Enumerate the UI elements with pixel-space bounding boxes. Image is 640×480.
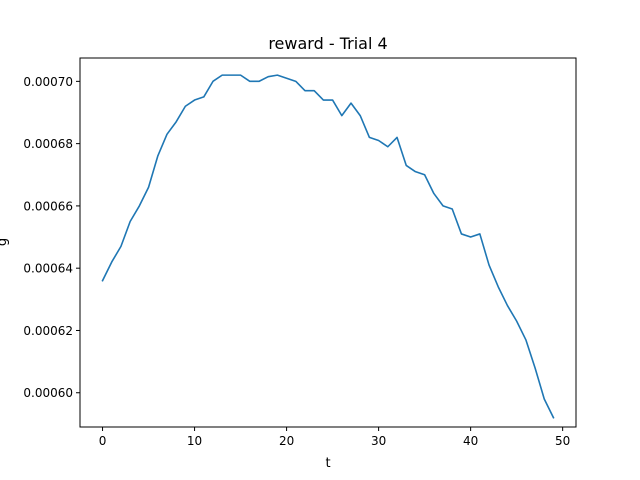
series-line-group [101,74,555,419]
chart-title: reward - Trial 4 [268,34,387,53]
y-tick-label: 0.00068 [23,137,73,151]
y-tick-label: 0.00060 [23,386,73,400]
y-tick-label: 0.00064 [23,262,73,276]
x-axis-label: t [325,456,330,471]
series-line [101,74,555,419]
x-tick-label: 50 [555,434,570,448]
x-tick-label: 20 [279,434,294,448]
x-tick-label: 0 [99,434,107,448]
x-tick-label: 10 [187,434,202,448]
y-tick-label: 0.00070 [23,75,73,89]
x-axis-ticks: 0 10 20 30 40 50 [99,427,570,448]
y-axis-label: g [0,238,10,246]
x-tick-label: 40 [463,434,478,448]
y-axis-ticks: 0.00060 0.00062 0.00064 0.00066 0.00068 0.000… [23,75,80,400]
x-tick-label: 30 [371,434,386,448]
plot-frame [79,57,577,428]
y-tick-label: 0.00062 [23,324,73,338]
y-tick-label: 0.00066 [23,199,73,213]
